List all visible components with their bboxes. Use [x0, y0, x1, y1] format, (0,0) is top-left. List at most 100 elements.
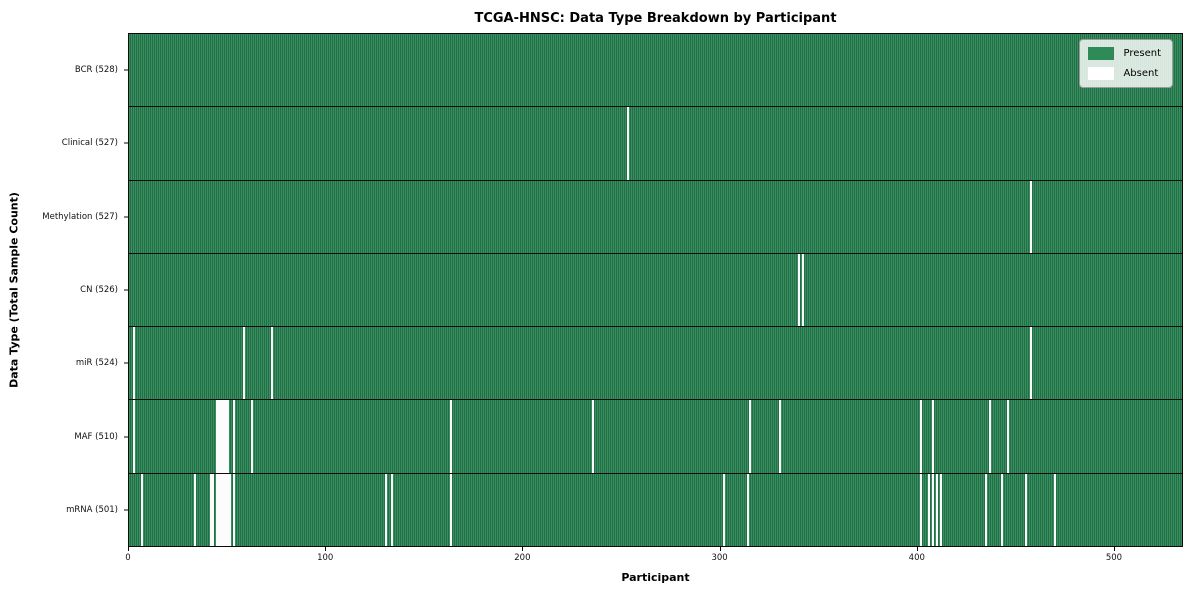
- chart-title: TCGA-HNSC: Data Type Breakdown by Partic…: [474, 11, 837, 26]
- y-tick-label-maf: MAF (510): [74, 431, 118, 442]
- absent-mark: [229, 473, 232, 546]
- x-tick-label-0: 0: [125, 553, 131, 563]
- absent-mark: [211, 473, 214, 546]
- absent-mark: [920, 400, 923, 473]
- y-tick-label-methylation: Methylation (527): [42, 211, 118, 222]
- absent-mark: [1000, 473, 1003, 546]
- x-tick-mark: [325, 547, 327, 551]
- absent-mark: [227, 400, 230, 473]
- y-tick-mark: [124, 69, 128, 71]
- legend: Present Absent: [1079, 39, 1173, 88]
- heatmap-row-maf: [129, 399, 1182, 473]
- absent-mark: [920, 473, 923, 546]
- y-tick-mark: [124, 509, 128, 511]
- heatmap-row-cn: [129, 252, 1182, 327]
- absent-mark: [209, 473, 212, 546]
- x-axis-title: Participant: [621, 571, 690, 584]
- y-tick-label-cn: CN (526): [80, 285, 118, 295]
- absent-mark: [132, 327, 135, 400]
- absent-mark: [723, 473, 726, 546]
- absent-mark: [747, 473, 750, 546]
- legend-label-absent: Absent: [1123, 68, 1159, 79]
- absent-mark: [384, 473, 387, 546]
- heatmap-row-mrna: [129, 472, 1182, 546]
- y-tick-label-clinical: Clinical (527): [61, 138, 118, 149]
- absent-mark: [1030, 327, 1033, 400]
- x-tick-mark: [128, 547, 129, 551]
- legend-item-absent: Absent: [1088, 67, 1161, 80]
- absent-mark: [219, 400, 222, 473]
- heatmap-row-methylation: [129, 179, 1182, 253]
- absent-mark: [221, 400, 224, 473]
- x-tick-label-300: 300: [711, 553, 728, 563]
- absent-mark: [989, 400, 992, 473]
- absent-mark: [243, 327, 246, 400]
- x-tick-mark: [522, 547, 524, 551]
- absent-mark: [221, 473, 224, 546]
- heatmap-rows: [129, 34, 1182, 546]
- x-axis: 0 100 200 300 400 500: [125, 547, 1183, 573]
- absent-mark: [591, 400, 594, 473]
- absent-mark: [932, 400, 935, 473]
- absent-swatch: [1088, 67, 1115, 80]
- absent-mark: [798, 253, 801, 327]
- absent-mark: [233, 473, 236, 546]
- absent-mark: [233, 400, 236, 473]
- y-tick-label-mir: miR (524): [75, 358, 118, 369]
- y-axis: BCR (528) Clinical (527) Methylation (527)…: [0, 33, 128, 547]
- absent-mark: [140, 473, 143, 546]
- x-tick-mark: [719, 547, 721, 551]
- absent-mark: [802, 253, 805, 327]
- y-tick-mark: [124, 142, 128, 144]
- absent-mark: [270, 327, 273, 400]
- absent-mark: [449, 400, 452, 473]
- absent-mark: [223, 473, 226, 546]
- present-swatch: [1088, 47, 1115, 60]
- absent-mark: [449, 473, 452, 546]
- absent-mark: [778, 400, 781, 473]
- absent-mark: [217, 473, 220, 546]
- y-tick-label-bcr: BCR (528): [74, 64, 118, 75]
- absent-mark: [193, 473, 196, 546]
- y-tick-mark: [124, 216, 128, 218]
- absent-mark: [935, 473, 938, 546]
- legend-item-present: Present: [1088, 47, 1161, 60]
- x-tick-mark: [916, 547, 918, 551]
- absent-mark: [132, 400, 135, 473]
- absent-mark: [219, 473, 222, 546]
- absent-mark: [1006, 400, 1009, 473]
- absent-mark: [985, 473, 988, 546]
- absent-mark: [223, 400, 226, 473]
- plot-area: Present Absent: [128, 33, 1183, 547]
- absent-mark: [225, 473, 228, 546]
- absent-mark: [1054, 473, 1057, 546]
- absent-mark: [215, 473, 218, 546]
- y-tick-label-mrna: mRNA (501): [66, 505, 118, 516]
- x-tick-label-200: 200: [514, 553, 531, 563]
- y-tick-mark: [124, 362, 128, 364]
- legend-label-present: Present: [1123, 48, 1161, 59]
- absent-mark: [939, 473, 942, 546]
- x-tick-mark: [1113, 547, 1115, 551]
- heatmap-row-bcr: [129, 34, 1182, 107]
- absent-mark: [932, 473, 935, 546]
- absent-mark: [1030, 180, 1033, 253]
- heatmap-row-clinical: [129, 106, 1182, 180]
- absent-mark: [217, 400, 220, 473]
- y-tick-mark: [124, 289, 128, 291]
- absent-mark: [928, 473, 931, 546]
- absent-mark: [748, 400, 751, 473]
- absent-mark: [1024, 473, 1027, 546]
- absent-mark: [626, 107, 629, 180]
- absent-mark: [390, 473, 393, 546]
- absent-mark: [225, 400, 228, 473]
- y-tick-mark: [124, 436, 128, 438]
- absent-mark: [227, 473, 230, 546]
- absent-mark: [215, 400, 218, 473]
- x-tick-label-100: 100: [317, 553, 334, 563]
- x-tick-label-400: 400: [908, 553, 925, 563]
- heatmap-row-mir: [129, 326, 1182, 400]
- absent-mark: [251, 400, 254, 473]
- x-tick-label-500: 500: [1105, 553, 1123, 563]
